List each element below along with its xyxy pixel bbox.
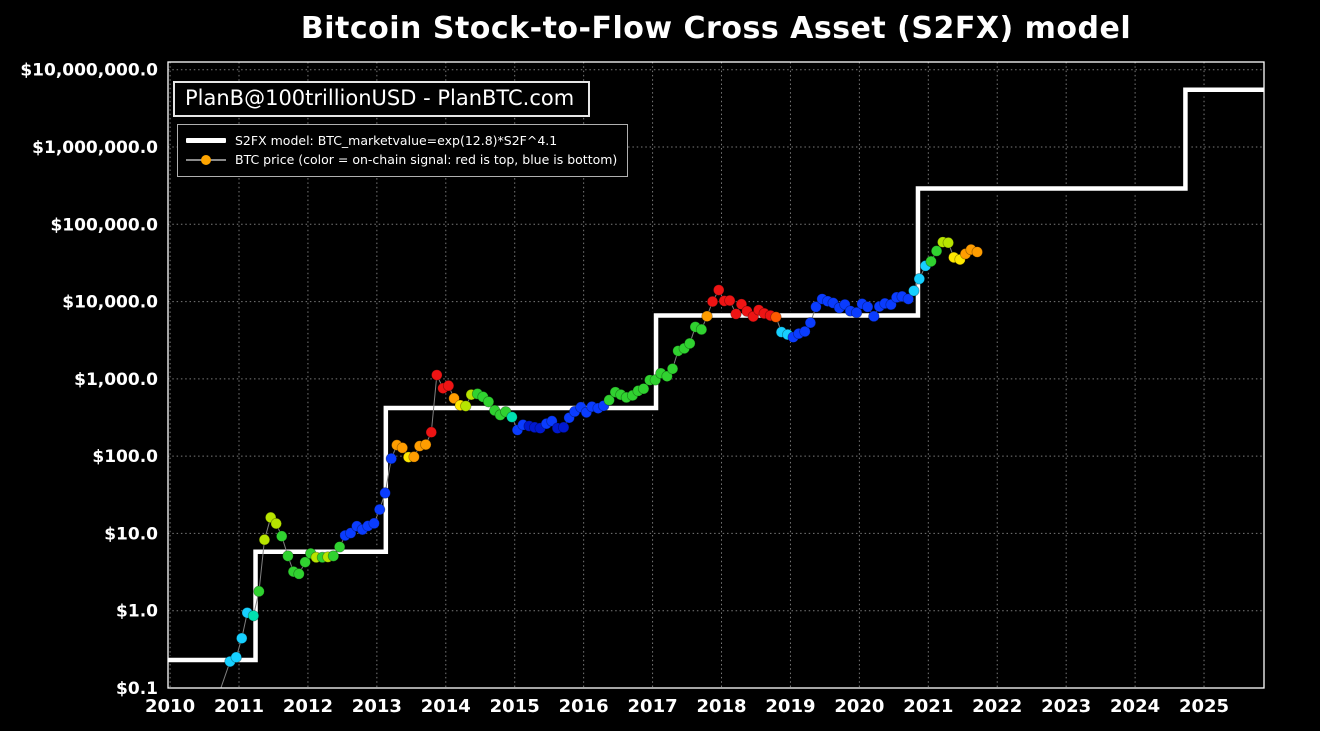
svg-text:2019: 2019 bbox=[765, 696, 815, 717]
svg-text:2011: 2011 bbox=[214, 696, 264, 717]
legend-item-model: S2FX model: BTC_marketvalue=exp(12.8)*S2… bbox=[186, 131, 617, 150]
svg-text:$100,000.0: $100,000.0 bbox=[50, 215, 158, 235]
legend: S2FX model: BTC_marketvalue=exp(12.8)*S2… bbox=[177, 124, 629, 177]
svg-text:$10,000.0: $10,000.0 bbox=[62, 293, 158, 313]
svg-text:2013: 2013 bbox=[352, 696, 402, 717]
model-line-icon bbox=[186, 138, 226, 143]
svg-text:2015: 2015 bbox=[490, 696, 540, 717]
svg-text:2014: 2014 bbox=[421, 696, 471, 717]
legend-model-label: S2FX model: BTC_marketvalue=exp(12.8)*S2… bbox=[235, 133, 558, 148]
svg-text:2017: 2017 bbox=[628, 696, 678, 717]
x-axis-labels: 2010 2011 2012 2013 2014 2015 2016 2017 2018 2019… bbox=[145, 696, 1229, 717]
svg-text:2021: 2021 bbox=[903, 696, 953, 717]
svg-text:$1,000.0: $1,000.0 bbox=[74, 370, 158, 390]
svg-text:2016: 2016 bbox=[559, 696, 609, 717]
svg-text:2022: 2022 bbox=[972, 696, 1022, 717]
svg-text:$10.0: $10.0 bbox=[104, 524, 158, 544]
s2fx-model-line bbox=[168, 85, 1264, 665]
svg-text:2010: 2010 bbox=[145, 696, 195, 717]
svg-text:2023: 2023 bbox=[1041, 696, 1091, 717]
svg-text:$100.0: $100.0 bbox=[92, 447, 158, 467]
price-marker-icon bbox=[186, 154, 226, 165]
svg-text:2024: 2024 bbox=[1110, 696, 1160, 717]
plot-border bbox=[167, 61, 1265, 689]
chart-title: Bitcoin Stock-to-Flow Cross Asset (S2FX)… bbox=[300, 11, 1132, 46]
svg-text:2018: 2018 bbox=[696, 696, 746, 717]
legend-price-label: BTC price (color = on-chain signal: red … bbox=[235, 152, 618, 167]
svg-text:2012: 2012 bbox=[283, 696, 333, 717]
svg-text:2020: 2020 bbox=[834, 696, 884, 717]
y-axis-labels: $10,000,000.0 $1,000,000.0 $100,000.0 $10,0… bbox=[20, 61, 158, 699]
svg-text:$1,000,000.0: $1,000,000.0 bbox=[32, 138, 158, 158]
btc-price-dots bbox=[224, 236, 983, 668]
annotation-watermark: PlanB@100trillionUSD - PlanBTC.com bbox=[173, 81, 591, 117]
svg-text:$1.0: $1.0 bbox=[116, 602, 158, 622]
legend-item-price: BTC price (color = on-chain signal: red … bbox=[186, 150, 617, 169]
svg-text:2025: 2025 bbox=[1179, 696, 1229, 717]
svg-text:$0.1: $0.1 bbox=[116, 679, 158, 699]
svg-text:$10,000,000.0: $10,000,000.0 bbox=[20, 61, 158, 81]
